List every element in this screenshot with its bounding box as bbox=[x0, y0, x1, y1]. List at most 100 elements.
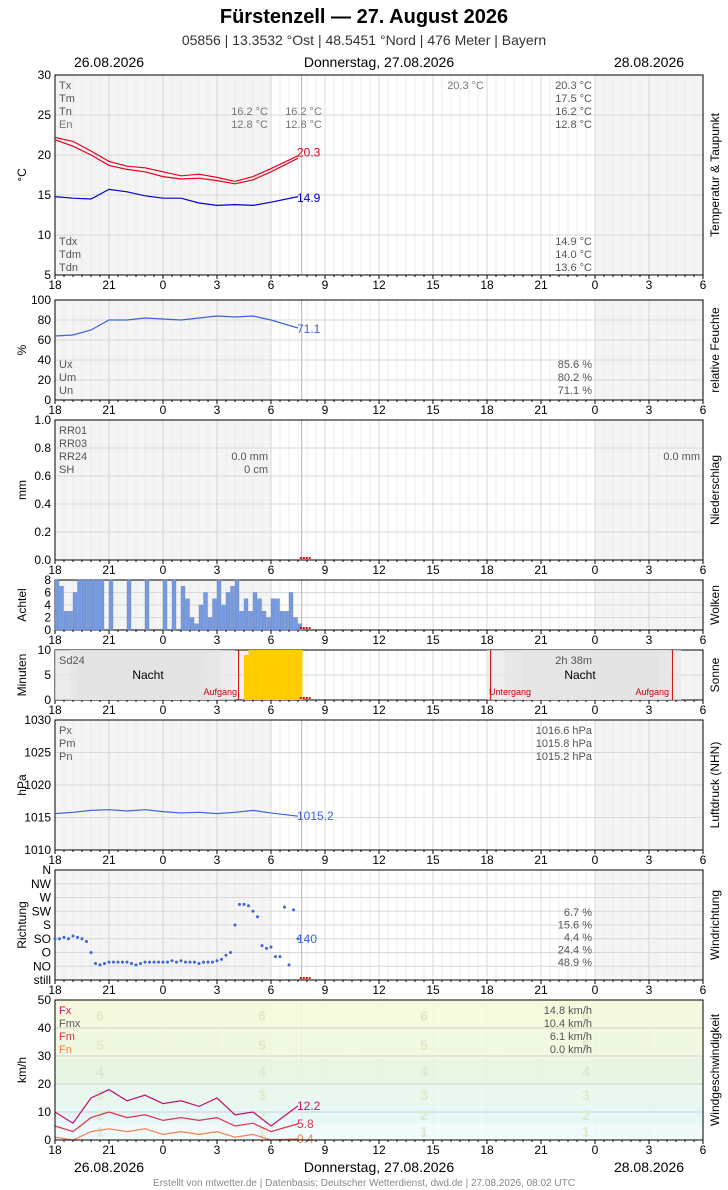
wind-direction-point bbox=[247, 904, 250, 908]
x-tick-label: 15 bbox=[426, 633, 440, 647]
y-tick-label: 15 bbox=[38, 188, 52, 202]
x-tick-label: 18 bbox=[48, 1143, 62, 1157]
y-axis-label: Richtung bbox=[15, 901, 29, 948]
stat-value: 1015.2 hPa bbox=[536, 751, 593, 763]
x-tick-label: 21 bbox=[102, 278, 116, 292]
wind-direction-point bbox=[242, 902, 246, 906]
wind-direction-point bbox=[211, 960, 214, 964]
y-tick-label: 1015 bbox=[24, 811, 51, 825]
y-tick-label: 0.4 bbox=[34, 497, 51, 511]
wind-direction-point bbox=[98, 963, 102, 967]
y-tick-label: 20 bbox=[38, 1077, 52, 1091]
stat-direction-share: 15.6 % bbox=[558, 920, 592, 932]
cloud-bar bbox=[225, 592, 231, 631]
cloud-bar bbox=[185, 598, 190, 631]
stat-label-tn: Tn bbox=[59, 106, 72, 118]
x-tick-label: 9 bbox=[322, 1143, 329, 1157]
cloud-bar bbox=[239, 611, 244, 631]
date-center-bottom: Donnerstag, 27.08.2026 bbox=[304, 1159, 454, 1175]
sunshine-bar bbox=[266, 650, 271, 700]
wind-direction-point bbox=[139, 962, 142, 965]
stat-day2: 12.8 °C bbox=[285, 119, 322, 131]
x-tick-label: 0 bbox=[160, 703, 167, 717]
y-axis-label: hPa bbox=[15, 774, 29, 796]
y-tick-label: 0.8 bbox=[34, 441, 51, 455]
x-tick-label: 9 bbox=[322, 278, 329, 292]
stat-day3: 20.3 °C bbox=[555, 80, 592, 92]
cloud-bar bbox=[234, 579, 240, 631]
sunshine-bar bbox=[253, 650, 258, 700]
panel-title: Temperatur & Taupunkt bbox=[708, 112, 722, 237]
series-mean-wind-line bbox=[54, 1111, 299, 1133]
x-tick-label: 21 bbox=[534, 853, 548, 867]
x-tick-label: 21 bbox=[534, 983, 548, 997]
night-label: Nacht bbox=[564, 668, 596, 682]
station-info: 05856 | 13.3532 °Ost | 48.5451 °Nord | 4… bbox=[181, 32, 547, 48]
y-axis-label: °C bbox=[15, 168, 29, 182]
cloud-bar bbox=[293, 617, 298, 631]
end-value-pressure: 1015.2 bbox=[297, 809, 334, 823]
wind-direction-point bbox=[296, 937, 300, 941]
y-tick-label: N bbox=[42, 863, 51, 877]
y-tick-label: 10 bbox=[38, 1105, 52, 1119]
series-min-wind-line bbox=[54, 1128, 299, 1141]
y-axis-label: km/h bbox=[15, 1057, 29, 1083]
wind-direction-point bbox=[175, 960, 178, 964]
beaufort-label: 4 bbox=[96, 1063, 104, 1079]
stat-label-fm: Fm bbox=[59, 1031, 75, 1043]
cloud-bar bbox=[194, 623, 199, 631]
x-tick-label: 21 bbox=[534, 703, 548, 717]
cloud-bar bbox=[126, 579, 132, 631]
date-center-top: Donnerstag, 27.08.2026 bbox=[304, 54, 454, 70]
beaufort-label: 4 bbox=[582, 1063, 590, 1079]
beaufort-label: 4 bbox=[420, 1063, 428, 1079]
wind-direction-point bbox=[143, 960, 147, 964]
y-tick-label: 10 bbox=[38, 228, 52, 242]
wind-direction-point bbox=[256, 915, 259, 919]
x-tick-label: 15 bbox=[426, 983, 440, 997]
cloud-bar bbox=[297, 623, 303, 631]
x-tick-label: 12 bbox=[372, 853, 386, 867]
x-tick-label: 6 bbox=[700, 633, 707, 647]
cloud-bar bbox=[270, 598, 276, 631]
wind-direction-point bbox=[76, 935, 79, 939]
x-tick-label: 12 bbox=[372, 563, 386, 577]
beaufort-label: 2 bbox=[420, 1107, 428, 1123]
x-tick-label: 3 bbox=[214, 403, 221, 417]
wind-direction-point bbox=[161, 960, 165, 964]
x-tick-label: 0 bbox=[592, 563, 599, 577]
beaufort-band bbox=[55, 1106, 703, 1124]
beaufort-label: 1 bbox=[258, 1124, 266, 1140]
cloud-bar bbox=[248, 611, 253, 631]
beaufort-label: 2 bbox=[582, 1107, 590, 1123]
stat-label-um: Um bbox=[59, 372, 76, 384]
cloud-bar bbox=[279, 611, 285, 631]
y-tick-label: 30 bbox=[38, 1049, 52, 1063]
wind-direction-point bbox=[283, 905, 286, 909]
beaufort-band bbox=[55, 1030, 703, 1059]
stat-label-px: Px bbox=[59, 725, 72, 737]
wind-direction-point bbox=[278, 955, 282, 959]
panel-title: relative Feuchte bbox=[708, 307, 722, 393]
y-tick-label: 60 bbox=[38, 333, 52, 347]
wind-direction-point bbox=[62, 935, 66, 939]
stat-label-pm: Pm bbox=[59, 738, 76, 750]
x-tick-label: 6 bbox=[268, 853, 275, 867]
x-tick-label: 15 bbox=[426, 563, 440, 577]
wind-direction-point bbox=[125, 960, 129, 964]
wind-direction-point bbox=[107, 960, 111, 964]
cloud-bar bbox=[198, 604, 204, 631]
y-tick-label: S bbox=[43, 918, 51, 932]
date-left-bottom: 26.08.2026 bbox=[74, 1159, 144, 1175]
cloud-bar bbox=[108, 579, 114, 631]
wind-direction-point bbox=[103, 962, 106, 965]
x-tick-label: 18 bbox=[48, 633, 62, 647]
x-tick-label: 0 bbox=[592, 983, 599, 997]
y-tick-label: 1010 bbox=[24, 843, 51, 857]
beaufort-label: 3 bbox=[258, 1087, 266, 1103]
y-tick-label: O bbox=[42, 946, 51, 960]
y-tick-label: 0 bbox=[44, 693, 51, 707]
cloud-bar bbox=[216, 579, 222, 631]
series-tmax-line bbox=[54, 136, 299, 183]
